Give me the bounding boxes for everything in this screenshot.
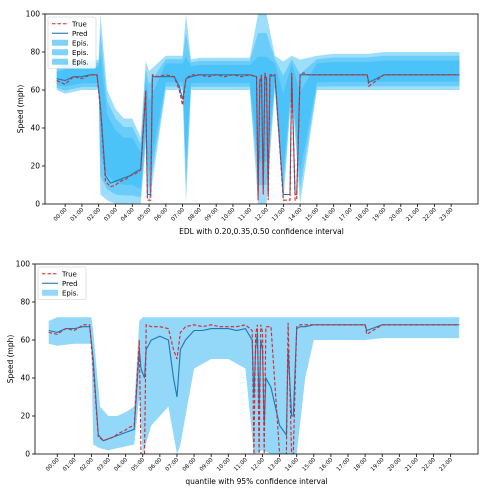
- x-tick-label: 07:00: [165, 457, 181, 473]
- x-tick-label: 11:00: [238, 207, 254, 223]
- x-tick-label: 20:00: [389, 207, 405, 223]
- x-tick-label: 11:00: [233, 457, 249, 473]
- axes-frame: [34, 263, 479, 455]
- y-tick-label: 20: [20, 412, 30, 421]
- x-tick-label: 13:00: [267, 457, 283, 473]
- y-tick-label: 0: [35, 200, 40, 209]
- legend-label: Epis.: [72, 49, 89, 57]
- x-tick-label: 15:00: [302, 457, 318, 473]
- plot-area: [56, 14, 460, 204]
- legend-label: True: [71, 20, 87, 28]
- y-tick-label: 100: [16, 260, 31, 269]
- epis-band-1: [56, 14, 460, 204]
- x-tick-label: 02:00: [86, 207, 102, 223]
- x-axis-label: quantile with 95% confidence interval: [185, 477, 327, 486]
- chart-panel-1: 0 20 40 60 80 100 00:00 01:00 02:00 03:00 04:00 05:…: [16, 10, 479, 236]
- legend-label: Epis.: [62, 289, 79, 297]
- x-tick-label: 16:00: [321, 207, 337, 223]
- x-tick-label: 10:00: [216, 457, 232, 473]
- x-tick-label: 17:00: [336, 457, 352, 473]
- x-tick-label: 07:00: [170, 207, 186, 223]
- x-tick-label: 23:00: [438, 457, 454, 473]
- x-tick-label: 06:00: [148, 457, 164, 473]
- y-tick-label: 20: [30, 162, 40, 171]
- y-tick-label: 60: [20, 336, 30, 345]
- x-tick-label: 23:00: [439, 207, 455, 223]
- legend-swatch-epis: [52, 39, 68, 46]
- x-tick-label: 08:00: [187, 207, 203, 223]
- x-tick-label: 12:00: [254, 207, 270, 223]
- x-tick-label: 22:00: [421, 457, 437, 473]
- x-tick-label: 21:00: [405, 207, 421, 223]
- x-tick-label: 19:00: [372, 207, 388, 223]
- y-tick-label: 100: [26, 10, 41, 19]
- legend-box: [47, 16, 97, 69]
- x-tick-label: 04:00: [120, 207, 136, 223]
- x-tick-label: 09:00: [204, 207, 220, 223]
- epis-band-3: [56, 54, 460, 189]
- legend-label: True: [61, 270, 77, 278]
- x-tick-label: 17:00: [338, 207, 354, 223]
- legend-label: Epis.: [72, 58, 89, 66]
- true-series-line: [48, 322, 460, 454]
- x-tick-label: 09:00: [199, 457, 215, 473]
- x-tick-label: 02:00: [79, 457, 95, 473]
- x-tick-label: 22:00: [422, 207, 438, 223]
- legend-swatch-epis: [52, 49, 68, 56]
- x-tick-label: 12:00: [250, 457, 266, 473]
- x-axis-label: EDL with 0.20,0.35,0.50 confidence inter…: [179, 227, 344, 236]
- y-tick-label: 80: [30, 48, 40, 57]
- x-tick-label: 15:00: [305, 207, 321, 223]
- y-tick-label: 40: [30, 124, 40, 133]
- x-tick-label: 21:00: [404, 457, 420, 473]
- x-tick-label: 01:00: [62, 457, 78, 473]
- x-tick-label: 04:00: [113, 457, 129, 473]
- x-tick-label: 01:00: [70, 207, 86, 223]
- x-tick-label: 00:00: [45, 457, 61, 473]
- plot-area: [48, 317, 460, 454]
- legend-label: Pred: [62, 280, 78, 288]
- true-series-line: [56, 72, 460, 201]
- x-tick-label: 08:00: [182, 457, 198, 473]
- x-tick-label: 18:00: [353, 457, 369, 473]
- x-tick-label: 20:00: [387, 457, 403, 473]
- y-tick-label: 80: [20, 298, 30, 307]
- x-tick-label: 05:00: [131, 457, 147, 473]
- y-tick-label: 60: [30, 86, 40, 95]
- x-tick-label: 05:00: [137, 207, 153, 223]
- x-tick-label: 14:00: [284, 457, 300, 473]
- x-tick-label: 16:00: [319, 457, 335, 473]
- y-tick-label: 0: [25, 450, 30, 459]
- legend-label: Epis.: [72, 39, 89, 47]
- x-tick-label: 00:00: [53, 207, 69, 223]
- y-tick-label: 40: [20, 374, 30, 383]
- x-tick-label: 13:00: [271, 207, 287, 223]
- chart-panel-2: 0 20 40 60 80 100 00:00 01:00 02:00 03:00 04:00 05:…: [6, 260, 479, 486]
- y-axis-label: Speed (mph): [6, 335, 15, 384]
- x-tick-label: 03:00: [96, 457, 112, 473]
- legend-label: Pred: [72, 30, 88, 38]
- x-tick-label: 10:00: [221, 207, 237, 223]
- x-tick-label: 14:00: [288, 207, 304, 223]
- axes-frame: [44, 13, 479, 205]
- x-tick-label: 06:00: [154, 207, 170, 223]
- legend-swatch-epis: [42, 289, 58, 296]
- x-tick-label: 19:00: [370, 457, 386, 473]
- x-tick-label: 03:00: [103, 207, 119, 223]
- y-axis-label: Speed (mph): [16, 85, 25, 134]
- legend-swatch-epis: [52, 58, 68, 65]
- epis-band-2: [56, 32, 460, 198]
- x-tick-label: 18:00: [355, 207, 371, 223]
